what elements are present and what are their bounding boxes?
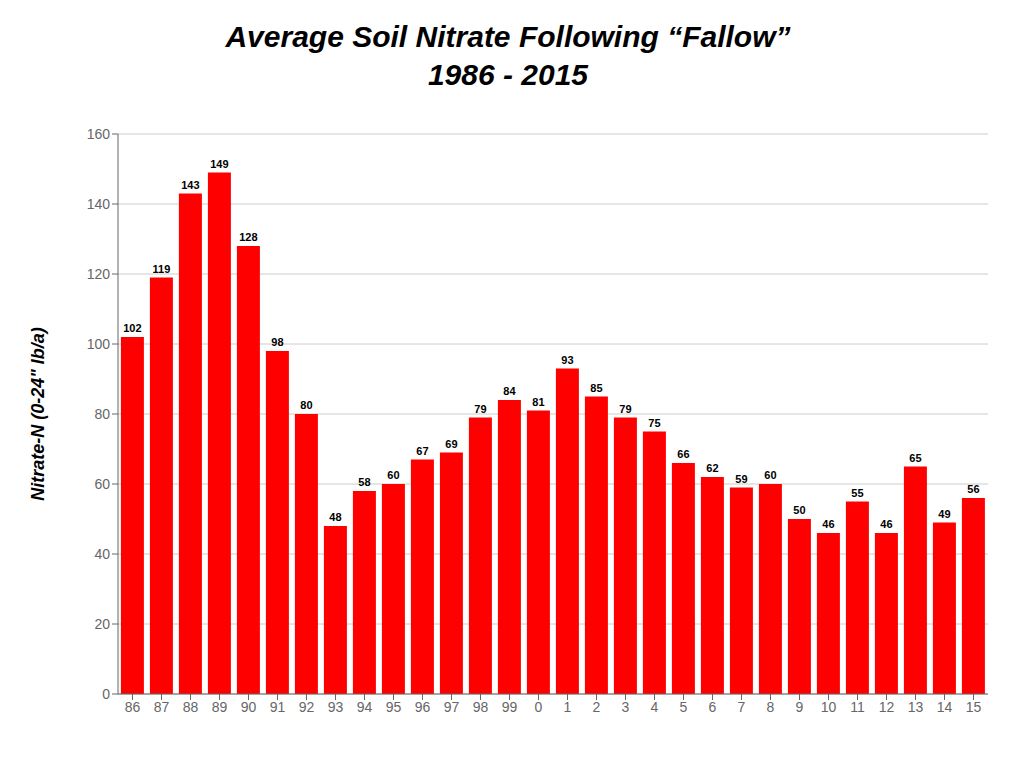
svg-text:84: 84	[503, 385, 516, 397]
svg-text:93: 93	[328, 699, 344, 715]
svg-text:100: 100	[87, 336, 111, 352]
svg-text:128: 128	[239, 231, 257, 243]
svg-text:79: 79	[619, 403, 631, 415]
svg-text:1: 1	[564, 699, 572, 715]
svg-text:90: 90	[241, 699, 257, 715]
svg-text:86: 86	[125, 699, 141, 715]
svg-text:149: 149	[210, 158, 228, 170]
svg-text:102: 102	[123, 322, 141, 334]
html-text:1986 - 2015: 1986 - 2015	[427, 58, 589, 91]
svg-text:94: 94	[357, 699, 373, 715]
svg-text:2: 2	[593, 699, 601, 715]
svg-text:92: 92	[299, 699, 315, 715]
svg-text:69: 69	[445, 438, 457, 450]
svg-text:99: 99	[502, 699, 518, 715]
svg-text:85: 85	[590, 382, 602, 394]
html-text:Average Soil Nitrate Following: Average Soil Nitrate Following “Fallow”	[225, 20, 791, 53]
svg-text:60: 60	[387, 469, 399, 481]
svg-text:20: 20	[94, 616, 110, 632]
svg-text:66: 66	[677, 448, 689, 460]
svg-text:48: 48	[329, 511, 341, 523]
svg-text:98: 98	[271, 336, 283, 348]
svg-text:59: 59	[735, 473, 747, 485]
svg-text:5: 5	[680, 699, 688, 715]
svg-text:4: 4	[651, 699, 659, 715]
svg-text:8: 8	[767, 699, 775, 715]
svg-text:6: 6	[709, 699, 717, 715]
svg-text:3: 3	[622, 699, 630, 715]
svg-text:79: 79	[474, 403, 486, 415]
svg-text:160: 160	[87, 126, 111, 142]
svg-text:95: 95	[386, 699, 402, 715]
svg-text:140: 140	[87, 196, 111, 212]
svg-text:80: 80	[300, 399, 312, 411]
svg-text:89: 89	[212, 699, 228, 715]
svg-text:13: 13	[908, 699, 924, 715]
svg-text:15: 15	[966, 699, 982, 715]
svg-text:87: 87	[154, 699, 170, 715]
svg-text:97: 97	[444, 699, 460, 715]
svg-text:49: 49	[938, 508, 950, 520]
svg-text:40: 40	[94, 546, 110, 562]
svg-text:62: 62	[706, 462, 718, 474]
svg-text:60: 60	[94, 476, 110, 492]
svg-text:12: 12	[879, 699, 895, 715]
svg-text:7: 7	[738, 699, 746, 715]
svg-text:98: 98	[473, 699, 489, 715]
svg-text:56: 56	[967, 483, 979, 495]
svg-text:46: 46	[822, 518, 834, 530]
svg-text:10: 10	[821, 699, 837, 715]
svg-text:96: 96	[415, 699, 431, 715]
svg-text:120: 120	[87, 266, 111, 282]
svg-text:80: 80	[94, 406, 110, 422]
svg-text:50: 50	[793, 504, 805, 516]
svg-text:46: 46	[880, 518, 892, 530]
svg-text:91: 91	[270, 699, 286, 715]
svg-text:11: 11	[850, 699, 865, 715]
svg-text:119: 119	[153, 263, 171, 275]
svg-text:14: 14	[937, 699, 953, 715]
svg-text:55: 55	[851, 487, 863, 499]
svg-text:88: 88	[183, 699, 199, 715]
svg-text:60: 60	[764, 469, 776, 481]
svg-text:0: 0	[535, 699, 543, 715]
svg-text:58: 58	[358, 476, 370, 488]
svg-text:75: 75	[648, 417, 660, 429]
svg-text:65: 65	[909, 452, 921, 464]
svg-text:0: 0	[102, 686, 110, 702]
svg-text:93: 93	[561, 354, 573, 366]
svg-text:Nitrate-N (0-24" lb/a): Nitrate-N (0-24" lb/a)	[28, 327, 48, 501]
svg-text:67: 67	[416, 445, 428, 457]
svg-text:9: 9	[796, 699, 804, 715]
svg-text:143: 143	[181, 179, 199, 191]
svg-text:81: 81	[532, 396, 544, 408]
